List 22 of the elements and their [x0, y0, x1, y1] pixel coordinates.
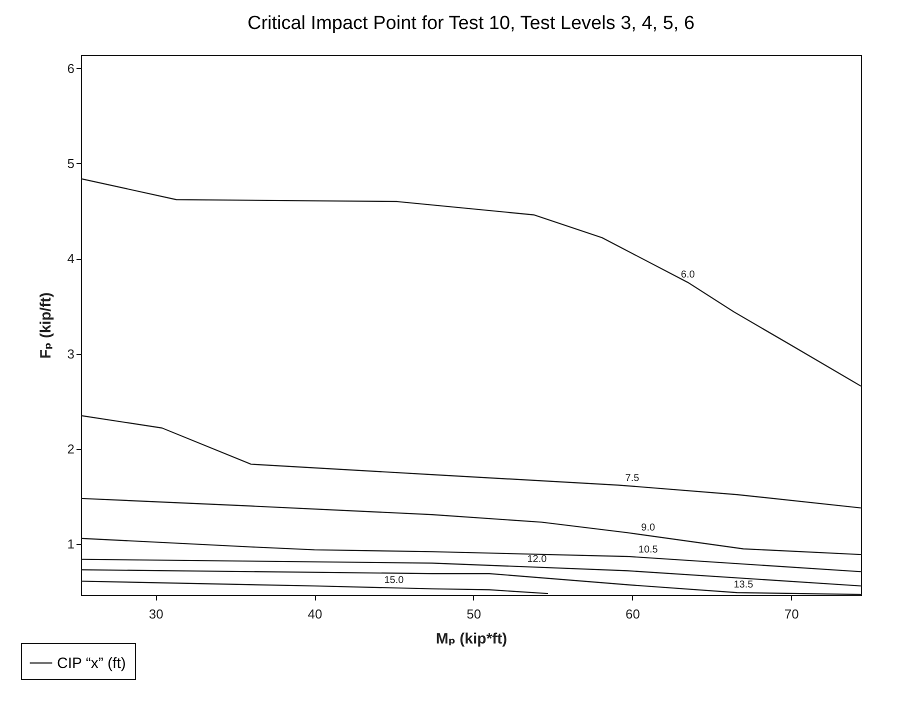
annotation: 13.5 [734, 580, 754, 591]
annotation: 9.0 [641, 522, 656, 534]
annotation: 12.0 [527, 554, 548, 565]
y-tick-label: 4 [67, 251, 74, 266]
annotation: 6.0 [680, 269, 696, 280]
x-axis-title: Mₚ (kip*ft) [436, 630, 508, 648]
x-tick-label: 30 [148, 606, 164, 622]
annotation: 10.5 [638, 544, 658, 556]
y-tick-label: 3 [67, 346, 74, 362]
chart-title: Critical Impact Point for Test 10, Test Levels 3, 4, 5, 6 [247, 13, 695, 34]
x-tick-label: 50 [466, 606, 482, 622]
x-tick-label: 70 [784, 606, 799, 622]
y-tick-label: 1 [67, 536, 74, 552]
y-tick-label: 2 [67, 441, 74, 456]
annotation: 7.5 [625, 473, 640, 484]
legend-label: CIP “x” (ft) [57, 655, 126, 672]
y-axis-title: Fₚ (kip/ft) [37, 292, 54, 359]
x-tick-label: 40 [308, 606, 322, 622]
x-tick-label: 60 [626, 606, 640, 622]
y-tick-label: 6 [67, 60, 74, 76]
y-tick-label: 5 [67, 156, 74, 171]
annotation: 15.0 [384, 574, 404, 586]
